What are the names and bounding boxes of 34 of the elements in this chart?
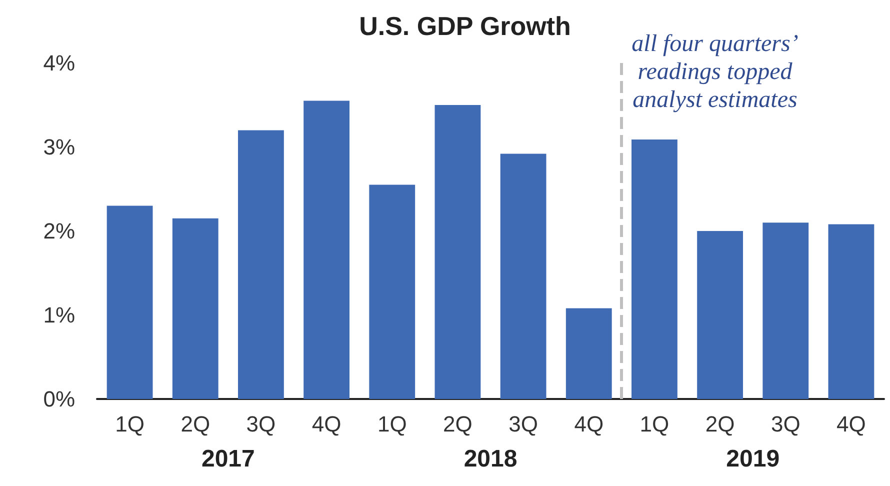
bar: [238, 130, 284, 399]
bar: [762, 222, 809, 399]
bar: [106, 206, 153, 399]
annotation: all four quarters’ readings topped analyst estimates: [632, 31, 798, 113]
y-tick-label: 3%: [43, 134, 75, 160]
x-tick-label: 1Q: [377, 412, 407, 436]
x-tick-label: 2Q: [180, 412, 210, 436]
bar: [632, 139, 678, 399]
y-tick-label: 2%: [43, 218, 75, 244]
chart-title: U.S. GDP Growth: [359, 11, 571, 41]
bar: [697, 231, 743, 399]
x-tick-label: 3Q: [508, 412, 538, 436]
x-tick-label: 4Q: [312, 412, 342, 436]
x-tick-label: 4Q: [574, 412, 604, 436]
y-tick-label: 4%: [43, 50, 75, 76]
y-tick-label: 0%: [43, 386, 75, 412]
bar: [369, 184, 416, 399]
bar: [172, 218, 218, 399]
x-tick-label: 4Q: [836, 412, 866, 436]
y-tick-label: 1%: [43, 302, 75, 328]
x-tick-label: 3Q: [246, 412, 276, 436]
x-tick-label: 2Q: [705, 412, 735, 436]
bar: [434, 105, 481, 399]
bar: [500, 154, 546, 399]
text: 2019: [726, 446, 780, 472]
text: 2018: [464, 446, 518, 472]
x-tick-label: 3Q: [770, 412, 800, 436]
bar: [566, 308, 612, 399]
x-tick-label: 1Q: [115, 412, 144, 436]
x-tick-label: 2Q: [443, 412, 472, 436]
text: 2017: [201, 446, 255, 472]
x-tick-label: 1Q: [640, 412, 670, 436]
bar: [304, 100, 350, 399]
bar: [828, 224, 874, 399]
